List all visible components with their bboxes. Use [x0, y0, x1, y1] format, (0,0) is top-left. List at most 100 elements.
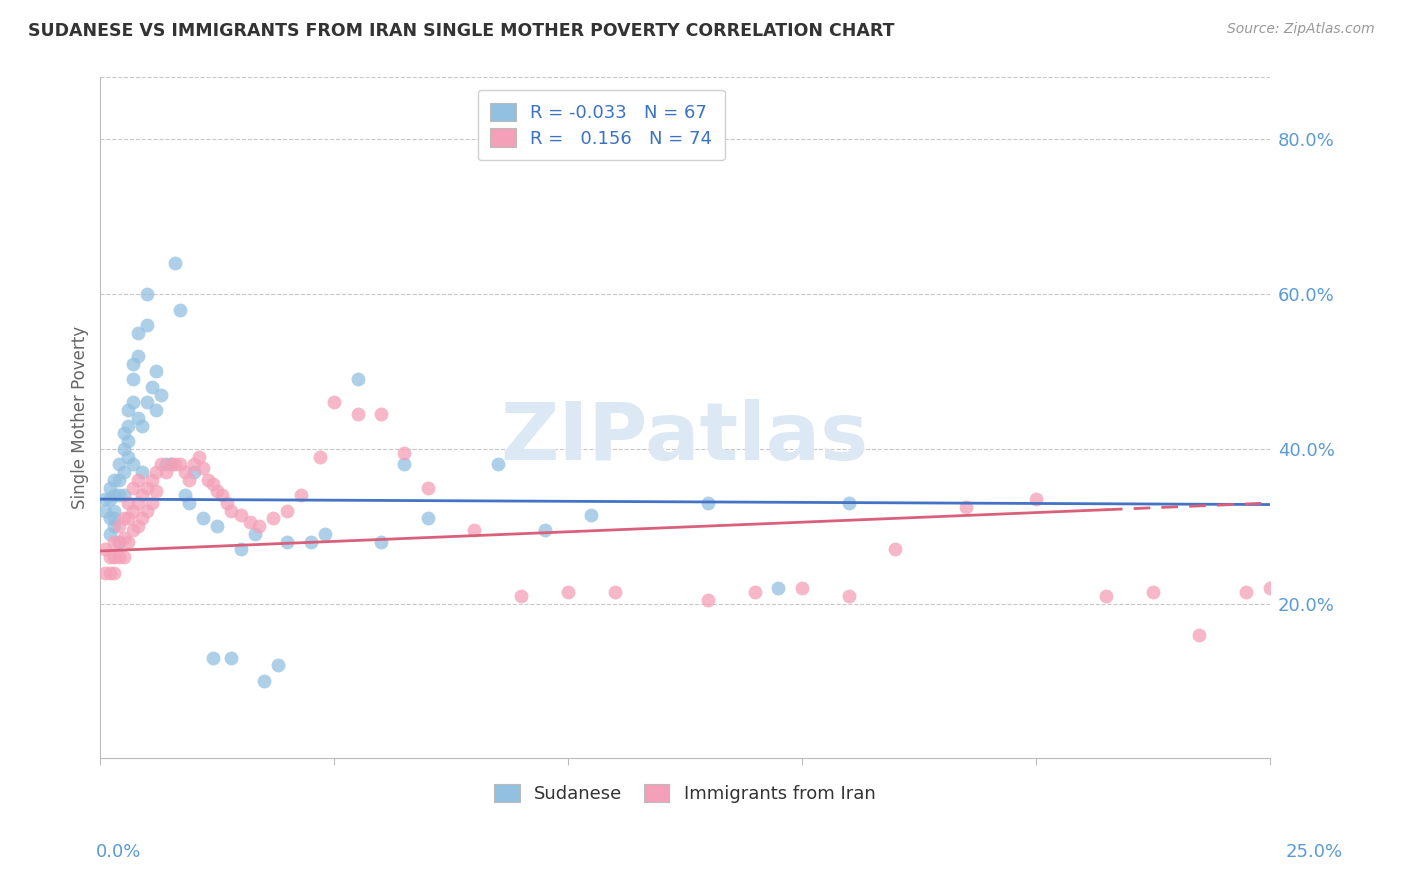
Point: [145, 364, 167, 378]
Point: [165, 458, 187, 472]
Point: [131, 418, 153, 433]
Point: [159, 458, 181, 472]
Point: [155, 458, 177, 472]
Point: [1095, 589, 1118, 603]
Point: [108, 519, 131, 533]
Point: [416, 481, 439, 495]
Text: ZIPatlas: ZIPatlas: [501, 400, 869, 477]
Point: [112, 550, 135, 565]
Point: [122, 395, 145, 409]
Point: [127, 410, 149, 425]
Point: [955, 500, 977, 514]
Point: [207, 519, 229, 533]
Point: [108, 534, 131, 549]
Point: [145, 484, 167, 499]
Point: [533, 523, 555, 537]
Point: [169, 302, 191, 317]
Point: [346, 407, 368, 421]
Point: [323, 395, 346, 409]
Point: [299, 534, 322, 549]
Point: [136, 287, 159, 301]
Point: [117, 403, 139, 417]
Point: [127, 519, 149, 533]
Point: [697, 496, 720, 510]
Point: [193, 461, 215, 475]
Point: [103, 504, 125, 518]
Point: [98, 481, 121, 495]
Point: [136, 504, 159, 518]
Point: [136, 318, 159, 332]
Point: [790, 581, 813, 595]
Point: [243, 527, 266, 541]
Point: [838, 496, 860, 510]
Point: [122, 523, 145, 537]
Point: [1258, 581, 1281, 595]
Point: [463, 523, 485, 537]
Point: [346, 372, 368, 386]
Point: [510, 589, 533, 603]
Point: [127, 349, 149, 363]
Point: [117, 418, 139, 433]
Point: [173, 488, 195, 502]
Point: [394, 458, 416, 472]
Point: [173, 465, 195, 479]
Point: [122, 357, 145, 371]
Point: [103, 519, 125, 533]
Point: [108, 488, 131, 502]
Point: [838, 589, 860, 603]
Point: [169, 458, 191, 472]
Point: [131, 465, 153, 479]
Point: [207, 484, 229, 499]
Point: [98, 527, 121, 541]
Point: [98, 550, 121, 565]
Point: [247, 519, 270, 533]
Point: [145, 465, 167, 479]
Point: [314, 527, 336, 541]
Point: [768, 581, 790, 595]
Point: [112, 442, 135, 456]
Point: [581, 508, 603, 522]
Point: [108, 550, 131, 565]
Point: [94, 492, 117, 507]
Point: [744, 585, 766, 599]
Point: [179, 473, 201, 487]
Point: [122, 481, 145, 495]
Point: [697, 592, 720, 607]
Point: [112, 488, 135, 502]
Point: [253, 673, 276, 688]
Point: [117, 434, 139, 449]
Point: [141, 473, 163, 487]
Point: [215, 496, 238, 510]
Legend: Sudanese, Immigrants from Iran: Sudanese, Immigrants from Iran: [484, 773, 886, 814]
Point: [145, 403, 167, 417]
Point: [229, 542, 252, 557]
Point: [394, 446, 416, 460]
Point: [211, 488, 233, 502]
Text: Source: ZipAtlas.com: Source: ZipAtlas.com: [1227, 22, 1375, 37]
Point: [108, 473, 131, 487]
Point: [309, 450, 332, 464]
Point: [201, 476, 224, 491]
Point: [155, 465, 177, 479]
Point: [262, 511, 284, 525]
Point: [103, 473, 125, 487]
Point: [1142, 585, 1164, 599]
Point: [94, 504, 117, 518]
Point: [98, 511, 121, 525]
Point: [201, 650, 224, 665]
Point: [193, 511, 215, 525]
Point: [112, 465, 135, 479]
Point: [98, 566, 121, 580]
Point: [141, 380, 163, 394]
Point: [1234, 585, 1257, 599]
Point: [603, 585, 626, 599]
Point: [159, 458, 181, 472]
Point: [165, 256, 187, 270]
Point: [108, 458, 131, 472]
Point: [486, 458, 509, 472]
Point: [127, 326, 149, 340]
Point: [103, 550, 125, 565]
Point: [103, 511, 125, 525]
Text: 0.0%: 0.0%: [96, 843, 141, 861]
Point: [94, 542, 117, 557]
